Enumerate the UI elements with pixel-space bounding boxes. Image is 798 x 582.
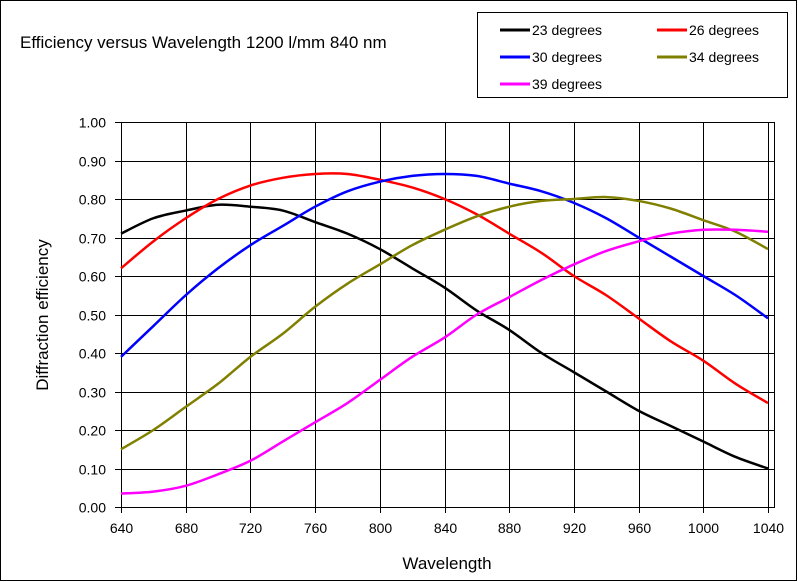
y-tick-label: 0.10	[79, 462, 106, 478]
legend-label: 34 degrees	[689, 49, 759, 65]
x-tick-label: 800	[369, 520, 393, 536]
x-tick-label: 920	[563, 520, 587, 536]
series-line-23-degrees	[120, 203, 769, 470]
y-tick-label: 0.70	[79, 231, 106, 247]
legend-label: 23 degrees	[532, 22, 602, 38]
x-tick-label: 1040	[753, 520, 784, 536]
legend-label: 26 degrees	[689, 22, 759, 38]
y-tick-label: 0.30	[79, 385, 106, 401]
y-tick-label: 0.90	[79, 154, 106, 170]
x-tick-label: 880	[498, 520, 522, 536]
legend: 23 degrees 26 degrees 30 degrees 34 degrees…	[477, 12, 788, 98]
y-tick-label: 0.00	[79, 500, 106, 516]
series-lines	[120, 172, 769, 495]
series-line-39-degrees	[120, 228, 769, 495]
series-line-26-degrees	[120, 172, 769, 405]
legend-label: 30 degrees	[532, 49, 602, 65]
y-tick-label: 0.40	[79, 346, 106, 362]
y-tick-label: 0.60	[79, 269, 106, 285]
y-axis-label: Diffraction efficiency	[33, 239, 52, 391]
grid	[115, 122, 775, 513]
x-tick-label: 760	[304, 520, 328, 536]
y-tick-label: 0.50	[79, 308, 106, 324]
x-tick-label: 720	[239, 520, 263, 536]
x-tick-label: 680	[175, 520, 199, 536]
x-tick-label: 840	[434, 520, 458, 536]
y-tick-label: 0.20	[79, 423, 106, 439]
tick-labels: 0.00 0.10 0.20 0.30 0.40 0.50 0.60 0.70 0.80 0.90…	[79, 115, 785, 537]
series-line-34-degrees	[120, 195, 769, 451]
y-tick-label: 1.00	[79, 115, 106, 131]
x-tick-label: 960	[628, 520, 652, 536]
x-tick-label: 1000	[688, 520, 719, 536]
series-line-30-degrees	[120, 172, 769, 358]
x-axis-label: Wavelength	[402, 554, 491, 573]
chart-title: Efficiency versus Wavelength 1200 l/mm 8…	[20, 33, 387, 52]
legend-label: 39 degrees	[532, 76, 602, 92]
x-tick-label: 640	[110, 520, 134, 536]
y-tick-label: 0.80	[79, 192, 106, 208]
